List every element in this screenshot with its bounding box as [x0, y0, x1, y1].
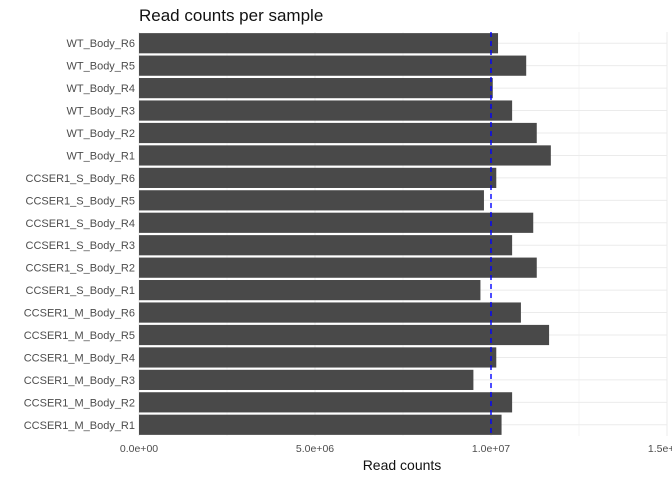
bar-wt-body-r3 — [139, 100, 513, 121]
y-tick-label: CCSER1_M_Body_R4 — [24, 352, 135, 364]
y-tick-label: CCSER1_S_Body_R4 — [26, 218, 135, 230]
y-tick-label: CCSER1_M_Body_R1 — [24, 420, 135, 432]
y-tick-label: CCSER1_M_Body_R5 — [24, 330, 135, 342]
y-tick-labels: WT_Body_R6 WT_Body_R5 WT_Body_R4 WT_Body_R3… — [24, 38, 135, 432]
y-tick-label: WT_Body_R4 — [67, 83, 135, 95]
y-tick-label: CCSER1_S_Body_R6 — [26, 173, 135, 185]
y-tick-label: CCSER1_S_Body_R2 — [26, 263, 135, 275]
bar-wt-body-r4 — [139, 78, 493, 99]
bar-wt-body-r2 — [139, 122, 537, 144]
y-tick-label: CCSER1_S_Body_R5 — [26, 195, 135, 207]
bar-ccser1-m-body-r1 — [139, 414, 502, 435]
x-tick-label: 5.0e+06 — [296, 443, 334, 455]
bar-ccser1-m-body-r4 — [139, 347, 497, 368]
bar-ccser1-m-body-r2 — [139, 392, 513, 413]
y-tick-label: CCSER1_S_Body_R3 — [26, 240, 135, 252]
bar-ccser1-m-body-r6 — [139, 302, 521, 323]
x-tick-label: 1.5e+07 — [648, 443, 672, 455]
chart-title: Read counts per sample — [139, 6, 323, 25]
y-tick-label: CCSER1_S_Body_R1 — [26, 285, 135, 297]
y-tick-label: WT_Body_R6 — [67, 38, 135, 50]
bar-wt-body-r5 — [139, 55, 527, 76]
bar-wt-body-r6 — [139, 33, 499, 54]
y-tick-label: CCSER1_M_Body_R3 — [24, 375, 135, 387]
y-tick-label: WT_Body_R2 — [67, 128, 135, 140]
bar-ccser1-s-body-r6 — [139, 167, 497, 188]
y-tick-label: WT_Body_R1 — [67, 150, 135, 162]
bar-ccser1-m-body-r3 — [139, 369, 474, 390]
bar-ccser1-s-body-r2 — [139, 257, 537, 278]
x-axis-label: Read counts — [363, 457, 442, 473]
bar-ccser1-s-body-r5 — [139, 190, 484, 211]
y-tick-label: WT_Body_R5 — [67, 61, 135, 73]
bar-ccser1-s-body-r3 — [139, 235, 513, 256]
x-tick-label: 1.0e+07 — [472, 443, 510, 455]
y-tick-label: CCSER1_M_Body_R6 — [24, 308, 135, 320]
bar-wt-body-r1 — [139, 145, 551, 166]
bar-ccser1-s-body-r1 — [139, 280, 481, 301]
x-tick-label: 0.0e+00 — [120, 443, 158, 455]
bar-ccser1-s-body-r4 — [139, 212, 534, 233]
x-tick-labels: 0.0e+00 5.0e+06 1.0e+07 1.5e+07 — [120, 443, 672, 455]
y-tick-label: WT_Body_R3 — [67, 106, 135, 118]
y-tick-label: CCSER1_M_Body_R2 — [24, 397, 135, 409]
bar-ccser1-m-body-r5 — [139, 324, 550, 346]
bars — [139, 33, 551, 435]
